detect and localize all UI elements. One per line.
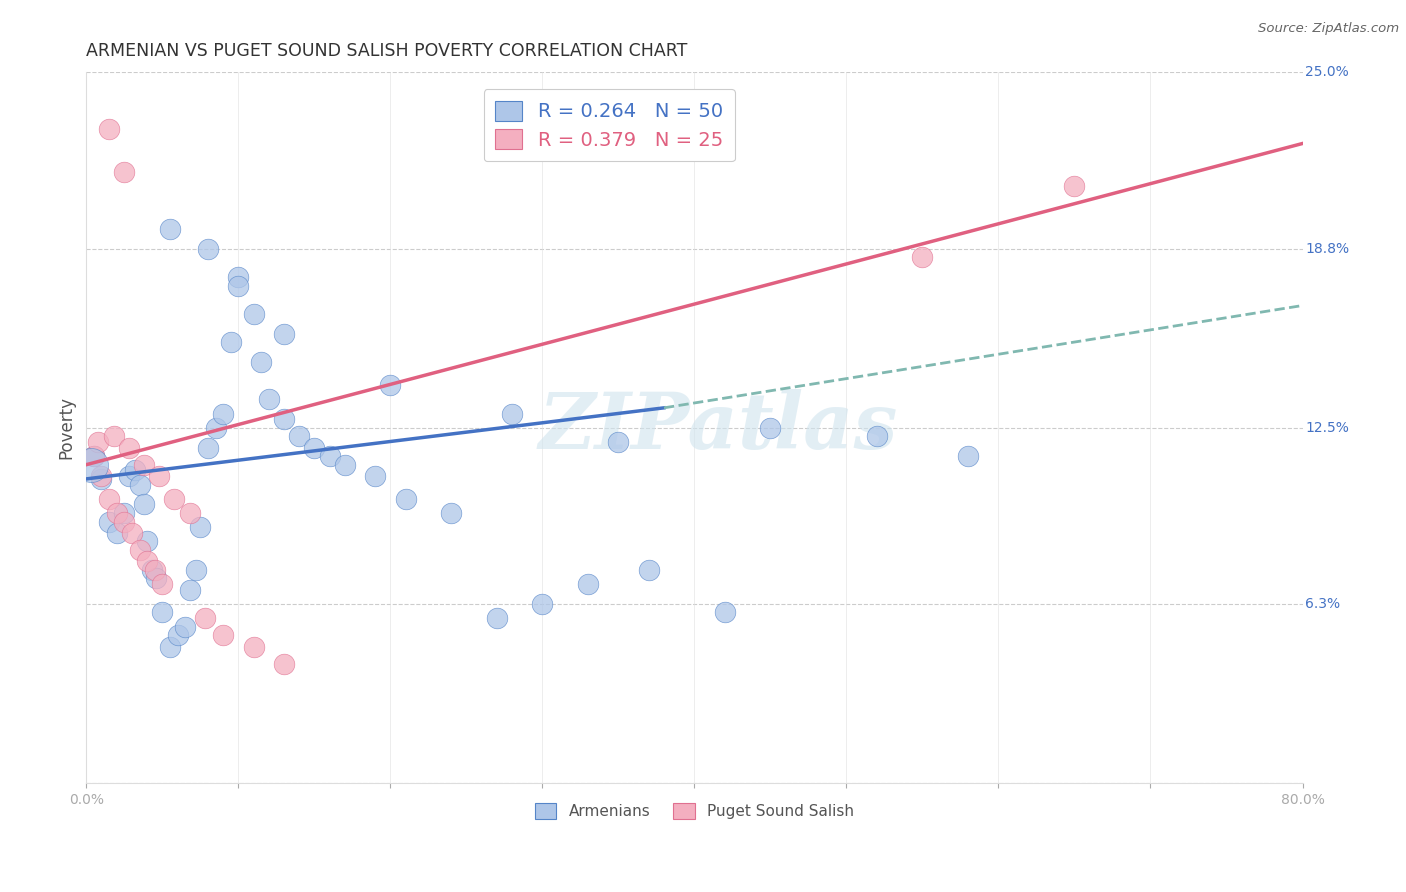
Point	[440, 506, 463, 520]
Legend: Armenians, Puget Sound Salish: Armenians, Puget Sound Salish	[529, 797, 860, 825]
Point	[159, 640, 181, 654]
Point	[607, 434, 630, 449]
Point	[380, 378, 402, 392]
Point	[485, 611, 508, 625]
Text: Source: ZipAtlas.com: Source: ZipAtlas.com	[1258, 22, 1399, 36]
Point	[121, 525, 143, 540]
Point	[98, 491, 121, 506]
Point	[141, 563, 163, 577]
Point	[197, 441, 219, 455]
Text: 25.0%: 25.0%	[1305, 65, 1348, 79]
Point	[333, 458, 356, 472]
Point	[136, 534, 159, 549]
Point	[174, 620, 197, 634]
Point	[179, 582, 201, 597]
Point	[188, 520, 211, 534]
Point	[90, 472, 112, 486]
Point	[257, 392, 280, 407]
Point	[145, 571, 167, 585]
Point	[714, 606, 737, 620]
Point	[219, 335, 242, 350]
Point	[118, 441, 141, 455]
Point	[531, 597, 554, 611]
Point	[1063, 179, 1085, 194]
Point	[132, 498, 155, 512]
Text: 12.5%: 12.5%	[1305, 421, 1348, 434]
Point	[637, 563, 659, 577]
Point	[132, 458, 155, 472]
Point	[250, 355, 273, 369]
Point	[318, 449, 340, 463]
Text: ZIPatlas: ZIPatlas	[538, 390, 898, 466]
Point	[212, 407, 235, 421]
Point	[80, 458, 103, 472]
Point	[166, 628, 188, 642]
Point	[866, 429, 889, 443]
Point	[83, 449, 105, 463]
Point	[98, 122, 121, 136]
Text: 6.3%: 6.3%	[1305, 597, 1340, 611]
Point	[128, 543, 150, 558]
Point	[273, 657, 295, 671]
Point	[105, 506, 128, 520]
Text: 18.8%: 18.8%	[1305, 242, 1350, 256]
Point	[304, 441, 326, 455]
Point	[159, 221, 181, 235]
Point	[136, 554, 159, 568]
Point	[576, 577, 599, 591]
Point	[194, 611, 217, 625]
Point	[179, 506, 201, 520]
Point	[273, 412, 295, 426]
Point	[364, 469, 387, 483]
Point	[98, 515, 121, 529]
Point	[90, 469, 112, 483]
Point	[501, 407, 523, 421]
Point	[112, 506, 135, 520]
Point	[112, 515, 135, 529]
Point	[103, 429, 125, 443]
Point	[163, 491, 186, 506]
Point	[128, 477, 150, 491]
Point	[148, 469, 170, 483]
Point	[87, 434, 110, 449]
Point	[105, 525, 128, 540]
Point	[394, 491, 416, 506]
Point	[759, 421, 782, 435]
Point	[197, 242, 219, 256]
Point	[124, 463, 146, 477]
Point	[204, 421, 226, 435]
Point	[242, 640, 264, 654]
Point	[228, 270, 250, 285]
Point	[143, 563, 166, 577]
Point	[273, 326, 295, 341]
Point	[184, 563, 207, 577]
Point	[288, 429, 311, 443]
Point	[150, 577, 173, 591]
Text: ARMENIAN VS PUGET SOUND SALISH POVERTY CORRELATION CHART: ARMENIAN VS PUGET SOUND SALISH POVERTY C…	[86, 42, 688, 60]
Point	[228, 278, 250, 293]
Point	[242, 307, 264, 321]
Point	[957, 449, 980, 463]
Point	[150, 606, 173, 620]
Point	[911, 250, 934, 264]
Point	[118, 469, 141, 483]
Point	[212, 628, 235, 642]
Point	[83, 449, 105, 463]
Y-axis label: Poverty: Poverty	[58, 396, 75, 459]
Point	[112, 165, 135, 179]
